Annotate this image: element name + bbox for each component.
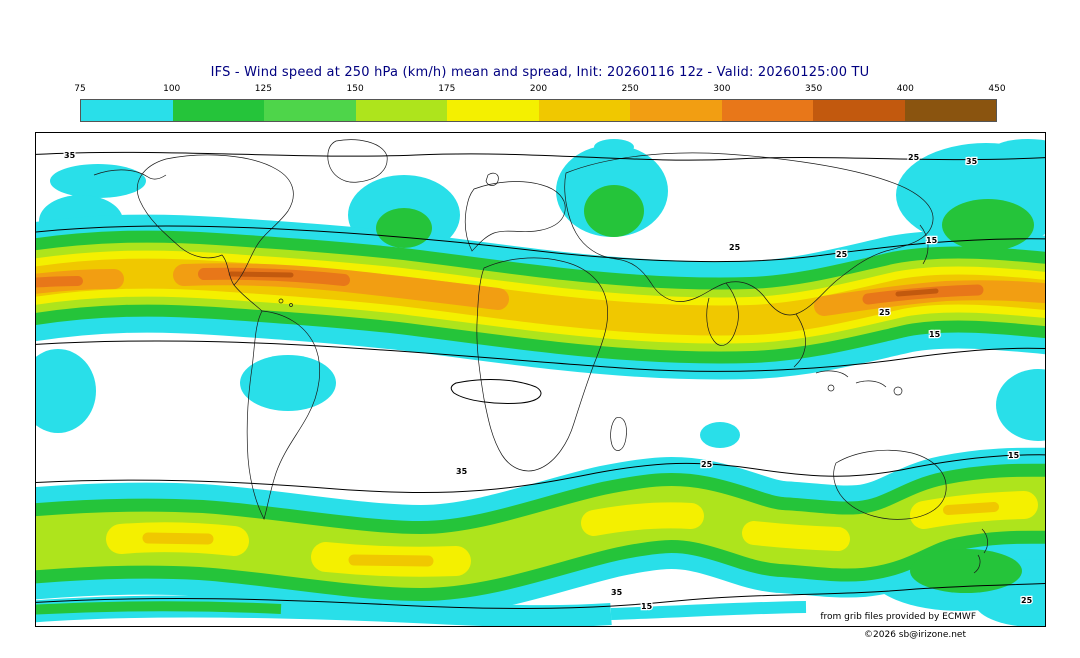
contour-label: 25 (879, 308, 891, 317)
spread-contour-nh-bottom (36, 340, 1045, 372)
coastline-indonesia-1 (815, 370, 849, 378)
coastline-north-america (136, 154, 294, 286)
coastline-indonesia-2 (855, 380, 887, 388)
fill-350-redbrown (228, 271, 939, 297)
colorbar-tick: 200 (529, 84, 548, 94)
contour-label: 15 (926, 236, 938, 245)
contour-label: 25 (1021, 596, 1033, 605)
coastline-south-america (246, 310, 320, 520)
contour-label: 35 (456, 467, 468, 476)
contour-label: 15 (929, 330, 941, 339)
colorbar-segment (721, 100, 813, 121)
coastline-island-1 (893, 386, 903, 396)
coastlines (93, 139, 988, 574)
contour-label: 15 (1008, 451, 1020, 460)
coastline-madagascar (610, 417, 627, 451)
colorbar-tick: 75 (74, 84, 86, 94)
contour-label: 15 (641, 602, 653, 611)
bottom-strip-cyan-2 (610, 601, 807, 620)
contour-label: 25 (701, 460, 713, 469)
spread-contour-arctic (36, 151, 1045, 161)
spread-contour-labels: 35 25 35 25 25 15 25 15 35 25 15 35 15 2… (63, 150, 1034, 613)
coastline-british-isles (485, 172, 499, 186)
colorbar-segment (630, 100, 722, 121)
colorbar-tick-labels: 75 100 125 150 175 200 250 300 350 400 450 (74, 84, 1005, 96)
colorbar-segment (81, 100, 173, 121)
coastline-india (706, 282, 739, 346)
coastline-japan (919, 224, 929, 265)
wind-map-svg: 35 25 35 25 25 15 25 15 35 25 15 35 15 2… (36, 139, 1045, 626)
spread-contour-sh-top (36, 454, 1045, 494)
contour-label: 35 (966, 157, 978, 166)
coastline-alaska (93, 169, 167, 180)
colorbar-tick: 100 (163, 84, 181, 94)
contour-label: 25 (908, 153, 920, 162)
colorbar-tick: 150 (346, 84, 364, 94)
colorbar-tick: 175 (438, 84, 456, 94)
colorbar-segment (172, 100, 264, 121)
spread-contours (36, 151, 1045, 609)
colorbar-segment (538, 100, 630, 121)
coastline-new-zealand-1 (981, 528, 988, 554)
coastline-caribbean-2 (289, 303, 293, 307)
colorbar-tick: 125 (254, 84, 272, 94)
colorbar-segment (264, 100, 356, 121)
coastline-caribbean-1 (278, 298, 284, 304)
colorbar-segment (355, 100, 447, 121)
coastline-africa (476, 257, 609, 472)
contour-label: 35 (64, 151, 76, 160)
coastline-europe (464, 181, 566, 252)
copyright-note: ©2026 sb@irizone.net (861, 630, 969, 640)
colorbar-segment (447, 100, 539, 121)
world-map: 35 25 35 25 25 15 25 15 35 25 15 35 15 2… (35, 132, 1046, 640)
contour-label: 25 (836, 250, 848, 259)
coastline-se-asia (793, 313, 806, 368)
contour-label: 35 (611, 588, 623, 597)
colorbar-tick: 450 (988, 84, 1006, 94)
spread-contour-equator-loop (450, 379, 542, 404)
colorbar-segment (813, 100, 905, 121)
chart-title: IFS - Wind speed at 250 hPa (km/h) mean … (210, 65, 870, 80)
contour-label: 25 (729, 243, 741, 252)
colorbar-tick: 400 (896, 84, 914, 94)
data-source-note: from grib files provided by ECMWF (817, 612, 979, 622)
spread-contour-sh-bottom (36, 583, 1045, 609)
coastline-new-zealand-2 (973, 554, 981, 574)
bottom-strip-green (36, 601, 282, 615)
coastline-greenland (327, 139, 388, 183)
colorbar-tick: 250 (621, 84, 639, 94)
colorbar-tick: 300 (713, 84, 731, 94)
colorbar-tick: 350 (805, 84, 823, 94)
colorbar-segment (904, 100, 996, 121)
colorbar (80, 99, 997, 122)
coastline-central-america (233, 284, 263, 312)
coastline-australia (833, 449, 947, 520)
spread-contour-nh-top (36, 225, 1045, 263)
coastline-island-2 (827, 384, 835, 392)
